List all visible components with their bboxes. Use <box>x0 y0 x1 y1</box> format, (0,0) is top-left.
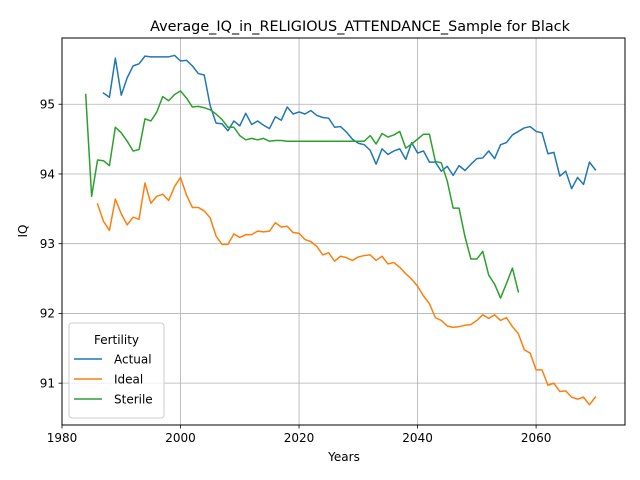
y-tick-label: 91 <box>40 376 55 390</box>
y-tick-label: 95 <box>40 98 55 112</box>
x-tick-label: 2020 <box>284 431 315 445</box>
legend-box <box>68 322 165 419</box>
series-lines <box>84 54 597 406</box>
y-tick-label: 94 <box>40 167 55 181</box>
x-tick-label: 2040 <box>402 431 433 445</box>
gridlines <box>61 38 625 425</box>
x-tick-label: 1980 <box>47 431 78 445</box>
series-line-sterile <box>84 90 520 299</box>
y-tick-label: 92 <box>40 307 55 321</box>
series-line-actual <box>102 54 597 190</box>
x-tick-label: 2000 <box>165 431 196 445</box>
y-tick-label: 93 <box>40 237 55 251</box>
plot-frame <box>61 37 626 426</box>
x-tick-label: 2060 <box>521 431 552 445</box>
chart-title: Average_IQ_in_RELIGIOUS_ATTENDANCE_Sampl… <box>150 19 570 35</box>
x-axis-label: Years <box>327 450 360 464</box>
legend-label-actual: Actual <box>114 353 152 367</box>
y-axis-ticks: 91 92 93 94 95 <box>40 98 62 390</box>
series-line-ideal <box>96 176 597 406</box>
legend: Fertility Actual Ideal Sterile <box>68 322 165 419</box>
legend-items: Actual Ideal Sterile <box>74 353 153 407</box>
x-axis-ticks: 1980 2000 2020 2040 2060 <box>47 425 552 445</box>
legend-title: Fertility <box>94 333 139 347</box>
y-axis-label: IQ <box>16 225 30 238</box>
legend-label-ideal: Ideal <box>114 373 143 387</box>
legend-label-sterile: Sterile <box>114 393 153 407</box>
